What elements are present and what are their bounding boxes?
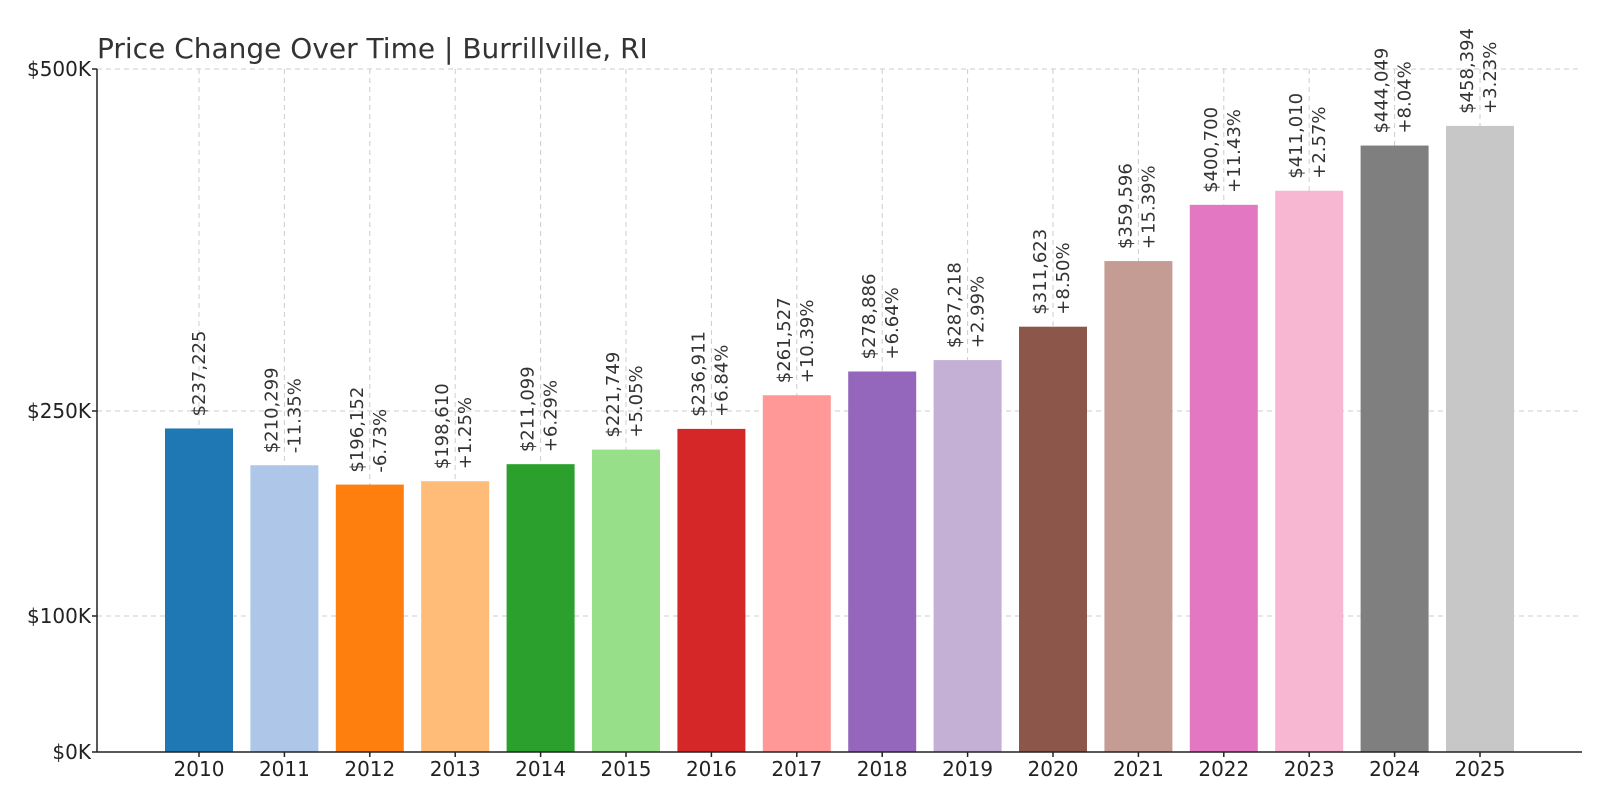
bar [1360,145,1429,753]
bar [677,428,746,752]
change-label: +6.84% [711,345,732,417]
change-label: +6.29% [541,380,562,452]
bar [506,464,575,752]
change-label: +8.50% [1053,242,1074,314]
bar [1104,261,1173,752]
y-tick-label: $100K [27,604,92,628]
price-label: $311,623 [1030,229,1051,315]
change-label: +8.04% [1395,61,1416,133]
x-tick-label: 2018 [857,757,908,781]
chart-title: Price Change Over Time | Burrillville, R… [97,32,648,65]
price-label: $221,749 [603,352,624,438]
x-tick-label: 2015 [601,757,652,781]
grid-layer [97,68,1582,752]
bar [762,395,831,752]
price-label: $411,010 [1286,93,1307,179]
change-label: -6.73% [370,409,391,473]
x-tick-label: 2014 [515,757,566,781]
x-tick-label: 2024 [1369,757,1420,781]
bar [421,481,490,752]
change-label: +3.23% [1480,42,1501,114]
price-label: $444,049 [1372,48,1393,134]
y-tick-labels: $0K $100K $250K $500K [27,57,92,764]
x-tick-label: 2021 [1113,757,1164,781]
price-label: $236,911 [688,331,709,417]
price-label: $210,299 [261,367,282,453]
x-tick-label: 2017 [771,757,822,781]
price-label: $400,700 [1201,107,1222,193]
x-tick-labels: 2010 2011 2012 2013 2014 2015 2016 2017 2018 2019… [174,757,1506,781]
change-label: +5.05% [626,365,647,437]
x-tick-label: 2025 [1455,757,1506,781]
change-label: +11.43% [1224,109,1245,193]
change-label: +2.99% [968,276,989,348]
price-label: $196,152 [347,387,368,473]
bar [165,428,233,752]
x-tick-label: 2011 [259,757,310,781]
x-tick-label: 2012 [344,757,395,781]
bar [1275,190,1344,752]
price-label: $261,527 [774,297,795,383]
price-label: $359,596 [1115,163,1136,249]
x-tick-label: 2013 [430,757,481,781]
y-tick-label: $500K [27,57,92,81]
change-label: +1.25% [455,397,476,469]
change-label: +10.39% [797,300,818,384]
bar [933,360,1002,752]
bar [1446,125,1514,753]
y-tick-label: $0K [52,740,91,764]
price-label: $198,610 [432,383,453,469]
bar [335,484,404,752]
bar [592,449,660,752]
price-label: $278,886 [859,274,880,360]
bars-layer [165,125,1514,753]
price-label: $211,099 [518,366,539,452]
price-label: $458,394 [1457,28,1478,114]
bar [250,465,319,752]
x-tick-label: 2016 [686,757,737,781]
bar [1189,204,1258,752]
x-tick-label: 2019 [942,757,993,781]
change-label: +2.57% [1309,106,1330,178]
x-tick-label: 2020 [1028,757,1079,781]
price-label: $287,218 [945,262,966,348]
y-tick-label: $250K [27,399,92,423]
bar [848,371,917,752]
data-labels: $237,225 $210,299 -11.35% $196,152 -6.73% $19… [189,28,1501,473]
x-tick-label: 2022 [1198,757,1249,781]
x-tick-label: 2023 [1284,757,1335,781]
change-label: -11.35% [284,378,305,453]
price-label: $237,225 [189,331,210,417]
x-tick-label: 2010 [174,757,225,781]
axes-layer [92,68,1582,757]
change-label: +6.64% [882,287,903,359]
change-label: +15.39% [1138,165,1159,249]
bar [1019,326,1087,752]
